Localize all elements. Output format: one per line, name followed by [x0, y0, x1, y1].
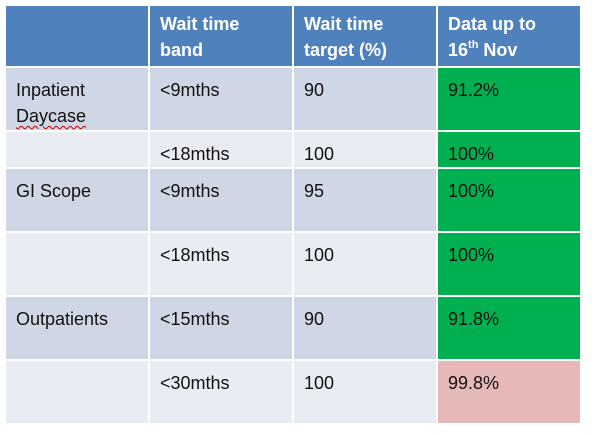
table-row: Outpatients <15mths 90 91.8%: [4, 295, 582, 361]
target-cell: 100: [292, 231, 438, 297]
band-cell: <9mths: [148, 167, 294, 233]
header-data-up-to: Data up to 16th Nov: [436, 4, 582, 68]
target-cell: 100: [292, 130, 438, 169]
category-cell: [4, 130, 150, 169]
category-cell: [4, 359, 150, 425]
data-cell: 91.8%: [436, 295, 582, 361]
data-cell: 99.8%: [436, 359, 582, 425]
header-wait-time-band: Wait time band: [148, 4, 294, 68]
header-row: Wait time band Wait time target (%) Data…: [4, 4, 582, 68]
table-row: GI Scope <9mths 95 100%: [4, 167, 582, 233]
data-cell: 91.2%: [436, 66, 582, 132]
header-category: [4, 4, 150, 68]
target-cell: 90: [292, 295, 438, 361]
target-cell: 100: [292, 359, 438, 425]
data-cell: 100%: [436, 130, 582, 169]
band-cell: <18mths: [148, 130, 294, 169]
table-row: Inpatient Daycase <9mths 90 91.2%: [4, 66, 582, 132]
category-cell: Inpatient Daycase: [4, 66, 150, 132]
header-data-suffix: Nov: [478, 40, 518, 60]
data-cell: 100%: [436, 167, 582, 233]
band-cell: <30mths: [148, 359, 294, 425]
header-data-prefix: Data up to 16: [448, 14, 536, 60]
band-cell: <15mths: [148, 295, 294, 361]
band-cell: <18mths: [148, 231, 294, 297]
target-cell: 95: [292, 167, 438, 233]
data-cell: 100%: [436, 231, 582, 297]
table-row: <30mths 100 99.8%: [4, 359, 582, 425]
header-wait-time-target: Wait time target (%): [292, 4, 438, 68]
category-cell: Outpatients: [4, 295, 150, 361]
category-cell: [4, 231, 150, 297]
category-line-2: Daycase: [16, 106, 87, 126]
category-cell: GI Scope: [4, 167, 150, 233]
wait-time-table: Wait time band Wait time target (%) Data…: [4, 4, 582, 425]
table-row: <18mths 100 100%: [4, 130, 582, 169]
table-row: <18mths 100 100%: [4, 231, 582, 297]
category-line-1: Inpatient: [16, 80, 86, 100]
target-cell: 90: [292, 66, 438, 132]
band-cell: <9mths: [148, 66, 294, 132]
header-data-sup: th: [468, 39, 479, 51]
